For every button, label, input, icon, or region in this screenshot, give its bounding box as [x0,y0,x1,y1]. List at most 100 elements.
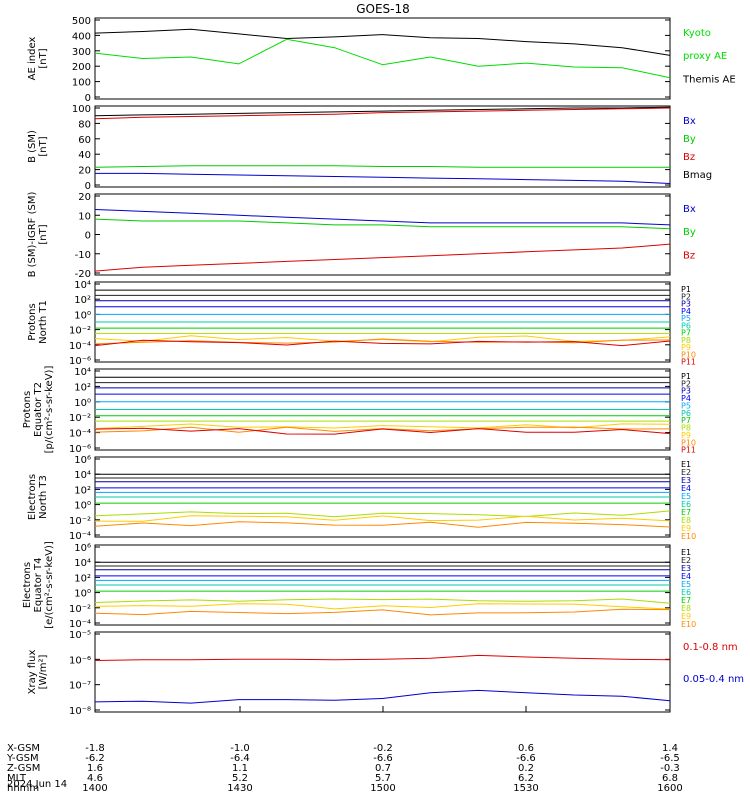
y-tick-label: 0 [85,181,91,192]
legend-entry: E10 [681,620,696,629]
y-axis-label: [nT] [38,48,49,68]
x-axis-row-label: Y-GSM [6,753,39,764]
x-axis-value: 1.6 [87,763,103,774]
legend-entry: P9 [681,343,691,352]
legend-entry: E3 [681,564,691,573]
legend-entry: E4 [681,572,691,581]
legend-entry: By [683,134,696,145]
legend-entry: P1 [681,285,691,294]
x-axis-value: 1500 [370,783,395,794]
y-tick-label: 10⁶ [74,543,91,554]
legend-entry: P10 [681,350,696,359]
y-axis-label: AE index [27,37,38,81]
legend-entry: P8 [681,424,691,433]
legend-entry: P7 [681,329,691,338]
x-axis-row-label: X-GSM [7,743,40,754]
panel-frame [94,631,671,713]
x-axis-value: 0.2 [518,763,534,774]
x-axis-value: 1530 [513,783,538,794]
y-tick-label: 10⁴ [74,470,91,481]
series-line-by [94,218,671,230]
y-axis-label: Protons [27,303,38,340]
series-line-e8 [94,598,671,604]
series-line-0.05-0.4nm [94,689,671,704]
series-line-bz [94,243,671,272]
y-tick-label: 20 [78,192,91,203]
y-tick-label: 10⁻⁶ [69,356,91,367]
x-axis-value: -1.0 [230,743,250,754]
y-axis-label: [e/(cm²-s-sr-keV)] [44,541,55,629]
y-axis-label: Electrons [27,474,38,520]
y-axis-label: [p/(cm²-s-sr-keV)] [44,366,55,454]
x-axis-value: 1.1 [232,763,248,774]
legend-entry: E2 [681,556,691,565]
y-tick-label: 10⁻⁷ [69,681,91,692]
series-line-e8 [94,510,671,518]
legend-entry: P11 [681,358,696,367]
legend-entry: E5 [681,492,691,501]
series-line-bx [94,209,671,226]
legend-entry: Bx [683,116,696,127]
legend-entry: P3 [681,387,691,396]
series-line-bmag [94,106,671,117]
x-axis-table: X-GSM -1.8 -1.0 -0.2 0.6 1.4 Y-GSM -6.2 -6.4 -6.6… [6,706,683,794]
legend-entry: P8 [681,336,691,345]
y-axis-label: Equator T4 [33,558,44,613]
panel-p_equator: 10⁴ 10² 10⁰ 10⁻² 10⁻⁴ 10⁻⁶ Protons Equator T2 [p… [22,366,696,455]
y-tick-label: 10⁻⁴ [69,619,91,630]
x-axis-value: 1.4 [662,743,678,754]
y-tick-label: 10⁻⁴ [69,429,91,440]
legend-entry: E1 [681,460,691,469]
legend-entry: E8 [681,604,691,613]
legend-entry: P4 [681,307,691,316]
panel-p_north: 10⁴ 10² 10⁰ 10⁻² 10⁻⁴ 10⁻⁶ Protons North T1 P1P2… [27,280,696,367]
series-line-p9 [94,423,671,429]
y-tick-label: 10² [74,485,91,496]
panel-bigrf: 20 10 0 -10 -20 B (SM)-IGRF (SM) [nT] Bx By Bz [27,192,696,280]
y-tick-label: 10⁰ [74,398,91,409]
x-axis-value: 5.7 [375,773,391,784]
legend-entry: P1 [681,372,691,381]
y-tick-label: 500 [72,16,91,27]
legend-entry: E1 [681,548,691,557]
y-tick-label: 10⁻⁴ [69,531,91,542]
y-tick-label: 60 [78,135,91,146]
y-tick-label: 100 [72,104,91,115]
legend-entry: E6 [681,588,691,597]
legend-entry: Bmag [683,170,712,181]
legend-entry: E2 [681,468,691,477]
series-line-by [94,165,670,168]
x-axis-value: 6.2 [518,773,534,784]
x-axis-value: -6.4 [230,753,250,764]
legend-entry: P5 [681,314,691,323]
y-tick-label: 10⁻² [69,326,91,337]
legend-entry: Themis AE [682,74,736,85]
series-line-e9 [94,603,671,610]
y-axis-label: Equator T2 [33,382,44,437]
x-axis-value: -6.5 [660,753,680,764]
y-tick-label: 10⁴ [74,558,91,569]
y-tick-label: 10⁰ [74,501,91,512]
y-axis-label: [nT] [38,136,49,156]
y-axis-label: B (SM) [27,130,38,163]
y-tick-label: 0 [85,231,91,242]
y-tick-label: 10⁻² [69,516,91,527]
y-axis-label: Xray flux [27,650,38,695]
panel-frame [94,193,671,276]
y-tick-label: 10⁻⁴ [69,341,91,352]
y-tick-label: 10⁶ [74,455,91,466]
x-axis-value: -0.2 [373,743,393,754]
date-label: 2024 Jun 14 [7,779,67,790]
legend-entry: E3 [681,476,691,485]
panel-frame [94,17,671,100]
y-tick-label: 300 [72,47,91,58]
y-tick-label: 10⁻⁶ [69,444,91,455]
series-line-0.1-0.8nm [94,654,671,661]
legend-entry: P10 [681,438,696,447]
x-axis-value: -6.6 [516,753,536,764]
x-axis-value: -1.8 [85,743,105,754]
x-axis-value: 0.7 [375,763,391,774]
series-line-p11 [94,427,671,435]
y-tick-label: 400 [72,31,91,42]
